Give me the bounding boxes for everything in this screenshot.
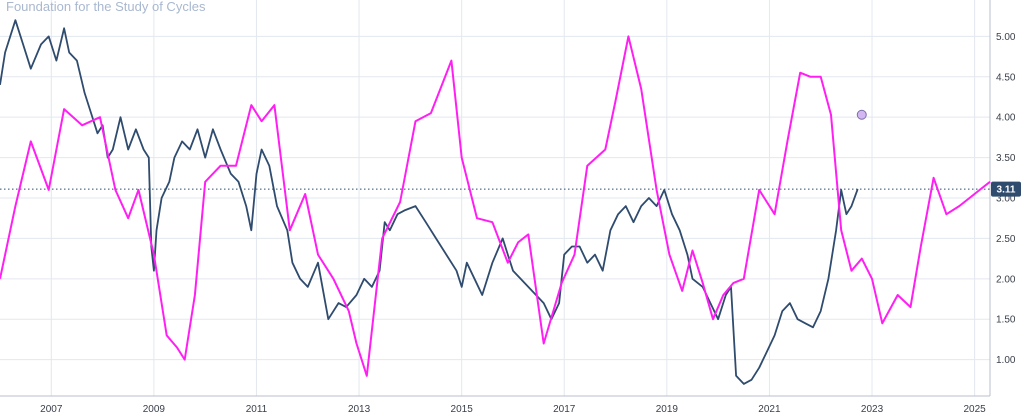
series-layer	[0, 19, 991, 385]
projection-marker	[856, 109, 867, 120]
y-tick-label: 3.00	[996, 194, 1016, 205]
y-tick-label: 3.50	[996, 153, 1016, 164]
x-tick-label: 2023	[861, 404, 884, 415]
last-price-tag-bg	[991, 181, 1021, 197]
x-tick-label: 2009	[143, 404, 166, 415]
x-tick-label: 2025	[963, 404, 986, 415]
last-price-tag-label: 3.11	[997, 185, 1016, 196]
y-tick-label: 1.50	[996, 315, 1016, 326]
price-series-line	[0, 19, 859, 385]
y-tick-label: 2.00	[996, 274, 1016, 285]
y-tick-label: 2.50	[996, 234, 1016, 245]
last-price-tag: 3.11	[991, 181, 1021, 197]
x-tick-label: 2015	[451, 404, 474, 415]
y-tick-label: 1.00	[996, 355, 1016, 366]
x-tick-label: 2021	[758, 404, 781, 415]
x-tick-label: 2017	[553, 404, 576, 415]
marker-layer: 3.11	[856, 109, 1021, 197]
x-tick-label: 2019	[656, 404, 679, 415]
y-tick-label: 4.00	[996, 113, 1016, 124]
grid	[0, 0, 990, 396]
watermark-text: Foundation for the Study of Cycles	[6, 0, 206, 14]
x-tick-label: 2007	[40, 404, 63, 415]
x-tick-label: 2013	[348, 404, 371, 415]
y-tick-label: 4.50	[996, 72, 1016, 83]
cycle-series-line	[0, 35, 991, 377]
y-tick-label: 5.00	[996, 32, 1016, 43]
x-tick-label: 2011	[246, 404, 268, 415]
